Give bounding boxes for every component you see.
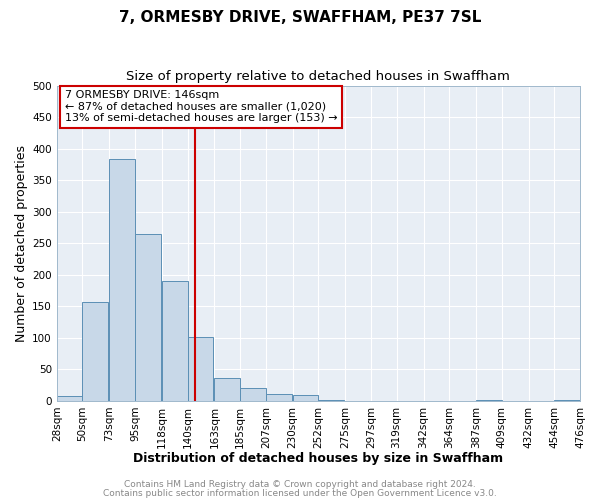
Bar: [57, 396, 82, 401]
Bar: [135, 234, 161, 401]
Bar: [240, 388, 266, 401]
X-axis label: Distribution of detached houses by size in Swaffham: Distribution of detached houses by size …: [133, 452, 503, 465]
Bar: [319, 400, 344, 401]
Bar: [188, 337, 213, 401]
Bar: [109, 160, 135, 401]
Bar: [162, 281, 188, 401]
Bar: [476, 400, 502, 401]
Bar: [82, 302, 108, 401]
Bar: [554, 400, 580, 401]
Y-axis label: Number of detached properties: Number of detached properties: [15, 144, 28, 342]
Text: 7 ORMESBY DRIVE: 146sqm
← 87% of detached houses are smaller (1,020)
13% of semi: 7 ORMESBY DRIVE: 146sqm ← 87% of detache…: [65, 90, 337, 124]
Bar: [293, 395, 319, 401]
Text: 7, ORMESBY DRIVE, SWAFFHAM, PE37 7SL: 7, ORMESBY DRIVE, SWAFFHAM, PE37 7SL: [119, 10, 481, 25]
Title: Size of property relative to detached houses in Swaffham: Size of property relative to detached ho…: [127, 70, 511, 83]
Text: Contains public sector information licensed under the Open Government Licence v3: Contains public sector information licen…: [103, 488, 497, 498]
Bar: [214, 378, 240, 401]
Text: Contains HM Land Registry data © Crown copyright and database right 2024.: Contains HM Land Registry data © Crown c…: [124, 480, 476, 489]
Bar: [266, 394, 292, 401]
